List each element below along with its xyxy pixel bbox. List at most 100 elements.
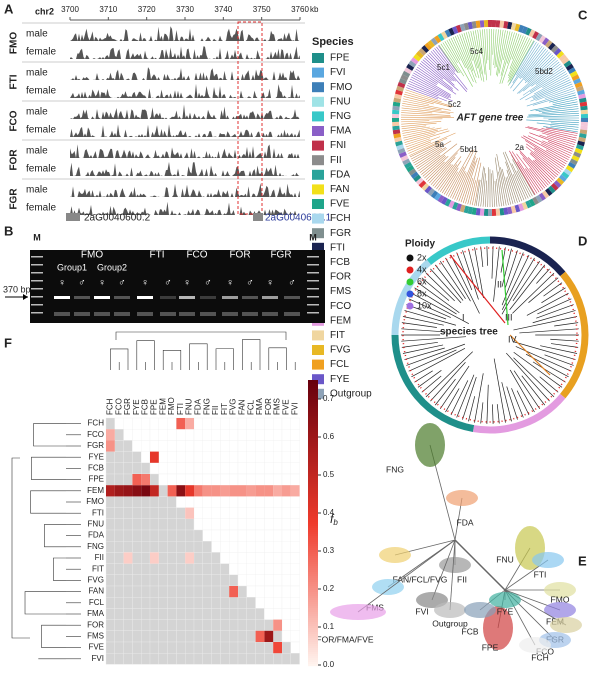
empty-cell (273, 519, 282, 530)
heat-cell (141, 474, 150, 485)
empty-cell (212, 597, 221, 608)
track-label: male (26, 107, 48, 118)
colorbar-step (308, 548, 318, 550)
colorbar-step (308, 626, 318, 628)
empty-cell (141, 530, 150, 541)
row-label: FCL (89, 598, 105, 607)
colorbar-step (308, 566, 318, 568)
tree-branch (540, 346, 577, 354)
colorbar-step (308, 448, 318, 450)
ladder-band (307, 304, 319, 306)
heat-cell (150, 452, 159, 463)
empty-cell (106, 653, 115, 664)
species-label: FOR (9, 149, 20, 171)
empty-cell (106, 463, 115, 474)
colorbar-step (308, 598, 318, 600)
empty-cell (203, 575, 212, 586)
empty-cell (229, 530, 238, 541)
colorbar-step (308, 492, 318, 494)
colorbar-step (308, 582, 318, 584)
tree-branch (440, 261, 465, 299)
colorbar-step (308, 576, 318, 578)
empty-cell (194, 474, 203, 485)
gel-band (179, 296, 195, 299)
empty-cell (185, 564, 194, 575)
empty-cell (220, 608, 229, 619)
colorbar-step (308, 534, 318, 536)
empty-cell (291, 541, 300, 552)
tree-branch (401, 121, 429, 122)
empty-cell (273, 429, 282, 440)
row-label: FAN (88, 587, 104, 596)
tree-branch (485, 181, 486, 207)
empty-cell (238, 552, 247, 563)
empty-cell (256, 474, 265, 485)
empty-cell (124, 597, 133, 608)
empty-cell (247, 463, 256, 474)
event-label: II (497, 279, 502, 289)
gel-band (200, 296, 216, 299)
empty-cell (168, 452, 177, 463)
tree-branch (529, 278, 559, 303)
empty-cell (282, 586, 291, 597)
column-label: FGR (123, 398, 132, 415)
empty-cell (282, 642, 291, 653)
tree-branch (404, 134, 435, 143)
empty-cell (106, 642, 115, 653)
empty-cell (106, 564, 115, 575)
col-tree (137, 341, 155, 362)
empty-cell (124, 519, 133, 530)
row-label: FVE (88, 643, 104, 652)
legend-label: FCL (330, 359, 349, 370)
colorbar-step (308, 432, 318, 434)
sex-symbol: ♀ (266, 278, 274, 289)
empty-cell (159, 485, 168, 496)
empty-cell (229, 508, 238, 519)
empty-cell (159, 642, 168, 653)
empty-cell (291, 597, 300, 608)
empty-cell (115, 597, 124, 608)
empty-cell (159, 496, 168, 507)
coverage-track (70, 144, 300, 158)
empty-cell (229, 631, 238, 642)
colorbar-step (308, 528, 318, 530)
empty-cell (291, 552, 300, 563)
colorbar-step (308, 446, 318, 448)
empty-cell (132, 620, 141, 631)
tree-branch (488, 167, 489, 207)
gel-band (114, 296, 130, 299)
heat-cell (256, 485, 265, 496)
cluster-label: FII (457, 574, 467, 584)
empty-cell (132, 642, 141, 653)
legend-label: FNU (330, 96, 351, 107)
colorbar-step (308, 592, 318, 594)
axis-unit: kb (310, 5, 319, 14)
empty-cell (176, 597, 185, 608)
cluster (519, 637, 551, 653)
empty-cell (124, 586, 133, 597)
colorbar-step (308, 624, 318, 626)
colorbar-step (308, 532, 318, 534)
empty-cell (273, 608, 282, 619)
empty-cell (106, 530, 115, 541)
col-tree (242, 340, 260, 362)
empty-cell (238, 642, 247, 653)
empty-cell (247, 597, 256, 608)
empty-cell (247, 564, 256, 575)
cluster (464, 602, 496, 618)
empty-cell (176, 631, 185, 642)
colorbar-step (308, 440, 318, 442)
empty-cell (141, 508, 150, 519)
axis-tick-label: 3730 (176, 5, 194, 14)
empty-cell (185, 519, 194, 530)
cluster-label: FCB (462, 626, 479, 636)
empty-cell (256, 463, 265, 474)
empty-cell (124, 653, 133, 664)
colorbar-step (308, 450, 318, 452)
empty-cell (106, 597, 115, 608)
colorbar-step (308, 610, 318, 612)
empty-cell (203, 653, 212, 664)
empty-cell (159, 519, 168, 530)
heat-cell (229, 586, 238, 597)
tree-branch (491, 29, 492, 76)
